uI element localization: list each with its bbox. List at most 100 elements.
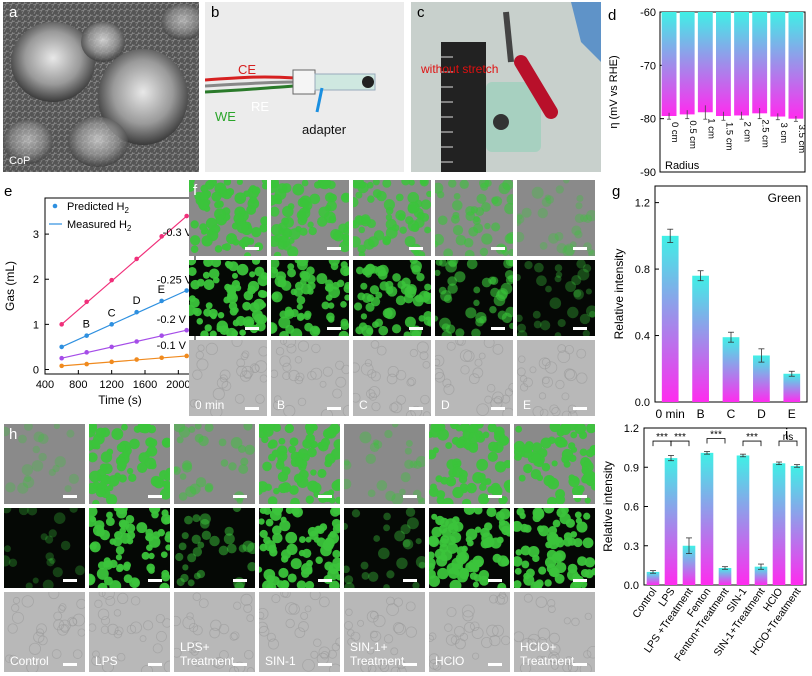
cell	[136, 522, 148, 534]
cell-outline	[311, 343, 321, 354]
cell	[89, 574, 95, 585]
cell	[271, 266, 279, 279]
tile-caption: D	[441, 398, 450, 412]
cell	[298, 448, 309, 459]
cell-outline	[521, 637, 534, 650]
cell	[567, 563, 578, 574]
cell	[31, 460, 44, 472]
y-tick-label: -60	[640, 7, 656, 19]
cell-outline	[163, 660, 170, 672]
cell	[344, 565, 350, 574]
cell	[44, 535, 54, 544]
cell	[415, 538, 422, 545]
cell	[288, 228, 301, 240]
cell	[402, 539, 411, 548]
cell	[5, 482, 16, 493]
cell	[66, 429, 75, 438]
cell	[281, 466, 291, 476]
cell	[272, 193, 282, 203]
cell-outline	[395, 369, 407, 381]
cell	[466, 482, 477, 494]
cell-outline	[322, 366, 333, 377]
cell	[42, 579, 54, 588]
tile-image	[353, 260, 431, 336]
category-label: B	[697, 407, 705, 418]
cell	[435, 315, 439, 322]
cell-outline	[77, 628, 85, 637]
cell	[141, 551, 150, 560]
cell	[531, 453, 541, 463]
cell	[296, 303, 303, 310]
data-point	[159, 234, 164, 239]
plot-frame	[659, 11, 806, 173]
cell-outline	[240, 593, 253, 606]
cell-outline	[67, 616, 78, 627]
cell-outline	[540, 642, 549, 651]
cell	[4, 508, 12, 514]
cell	[218, 545, 229, 556]
cell-outline	[540, 655, 548, 664]
cell	[278, 316, 291, 329]
cell	[137, 462, 148, 473]
legend-marker	[52, 203, 58, 209]
stretch-illustration	[411, 2, 601, 172]
cell-outline	[259, 607, 269, 620]
cell	[232, 508, 242, 513]
cell-outline	[537, 627, 551, 641]
category-label: 1.5 cm	[723, 122, 734, 151]
cell	[265, 518, 274, 527]
cell	[262, 580, 274, 588]
cell-outline	[255, 394, 265, 404]
scale-bar	[491, 327, 505, 330]
cell	[105, 517, 115, 527]
h_labels-tile	[174, 424, 255, 504]
scale-bar	[148, 663, 162, 666]
h_labels-tile	[4, 508, 85, 588]
cell	[192, 307, 199, 315]
cell	[176, 436, 184, 444]
cell-outline	[442, 378, 452, 388]
cell	[189, 180, 195, 186]
scale-bar	[573, 407, 587, 410]
cell	[473, 574, 482, 582]
cell-outline	[492, 624, 504, 637]
cell	[287, 246, 299, 256]
cell-outline	[76, 598, 85, 610]
cell-outline	[319, 596, 330, 608]
cell-outline	[210, 405, 223, 416]
cell	[4, 555, 11, 567]
cell	[417, 496, 424, 503]
cell-outline	[91, 655, 102, 666]
tile-caption: LPS+ Treatment	[180, 640, 235, 668]
cell	[106, 448, 114, 456]
cell-outline	[435, 354, 445, 367]
cell	[189, 260, 197, 266]
bar	[646, 571, 660, 585]
scale-bar	[573, 663, 587, 666]
panel-letter-g: g	[612, 183, 621, 200]
cell	[385, 214, 393, 221]
sem-texture	[3, 2, 199, 172]
scale-bar	[233, 495, 247, 498]
cell-outline	[197, 344, 205, 352]
cell	[89, 482, 98, 495]
legend-entry: Predicted H2	[67, 201, 129, 215]
microscopy-grid-f: 0 min B C D E	[189, 180, 602, 416]
cell	[205, 302, 213, 310]
cell	[517, 213, 523, 220]
cell-outline	[422, 360, 431, 369]
cell	[517, 323, 526, 333]
cell	[251, 260, 261, 265]
cell	[234, 582, 245, 588]
category-label: 3.5 cm	[796, 125, 807, 154]
cell	[440, 535, 450, 544]
cell	[340, 192, 349, 203]
cell	[415, 455, 425, 468]
cell	[448, 180, 457, 188]
cell-outline	[36, 623, 47, 635]
cell	[532, 310, 541, 319]
cell	[445, 260, 458, 273]
cell-outline	[259, 374, 267, 383]
cell-outline	[254, 360, 267, 373]
tile-image	[344, 596, 417, 672]
